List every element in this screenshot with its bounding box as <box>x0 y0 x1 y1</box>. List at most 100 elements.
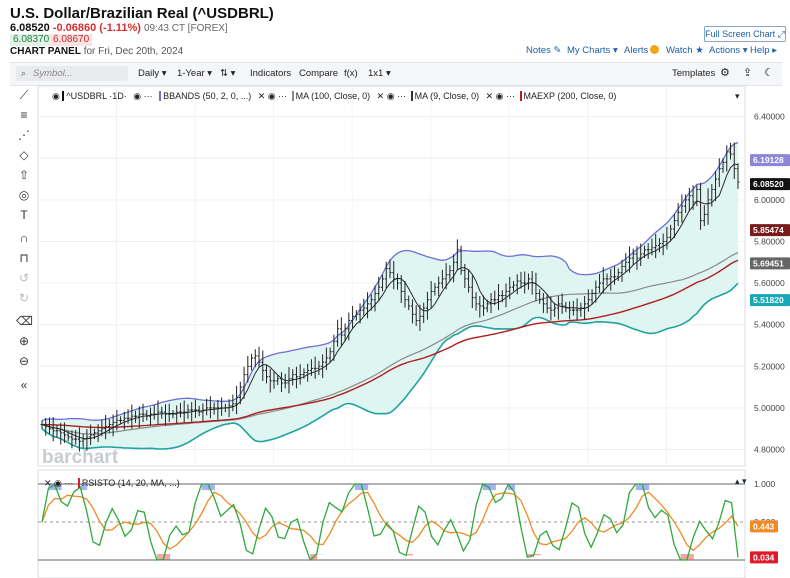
gear-icon[interactable]: ⚙ <box>720 67 730 79</box>
help-link[interactable]: Help ▸ <box>750 45 777 56</box>
shape-icon[interactable]: ◇ <box>19 148 29 162</box>
rsi-oversold-fill <box>405 553 413 556</box>
last-price: 6.08520 <box>10 22 50 34</box>
price-badge-label: 6.08520 <box>753 179 784 189</box>
rsi-overbought-fill <box>201 484 209 491</box>
rsi-overbought-fill <box>635 484 643 491</box>
fullscreen-button[interactable]: Full Screen Chart ⤢ <box>704 26 786 42</box>
target-icon[interactable]: ◎ <box>18 188 30 202</box>
actions-link[interactable]: Actions ▾ <box>709 45 748 56</box>
legend-ma9[interactable]: MA (9, Close, 0) <box>410 91 480 101</box>
rsi-overbought-fill <box>54 484 62 491</box>
y-tick-label: 6.40000 <box>754 112 785 122</box>
layout-label: 1x1 <box>368 68 384 79</box>
trash-icon[interactable]: ⌫ <box>16 314 33 328</box>
legend-collapse-icon[interactable]: ▾ <box>735 91 740 101</box>
rsi-badge <box>750 551 778 564</box>
compare-button[interactable]: Compare <box>299 68 339 79</box>
alerts-link[interactable]: Alerts <box>624 45 660 56</box>
dark-mode-icon[interactable]: ☾ <box>764 67 774 79</box>
symbol-search-input[interactable]: Symbol... <box>16 66 128 81</box>
chevron-down-icon: ▾ <box>742 45 748 56</box>
rsi-overbought-fill <box>354 484 362 491</box>
lock-icon[interactable]: ⊓ <box>19 251 29 265</box>
legend-bbands[interactable]: BBANDS (50, 2, 0, ...) <box>159 91 252 101</box>
zoom-in-icon[interactable]: ⊕ <box>18 334 30 348</box>
bband-lower-line <box>41 282 739 450</box>
chart-toolbar: Symbol... ⌕ Daily ▾ 1-Year ▾ ⇅ ▾ Indicat… <box>10 62 782 86</box>
notes-label: Notes <box>526 45 551 56</box>
y-tick-label: 5.60000 <box>754 278 785 288</box>
close-icon[interactable]: ✕ ◉ ··· <box>485 91 516 101</box>
magnet-icon[interactable]: ∩ <box>19 231 29 245</box>
candles <box>40 142 740 452</box>
trendline-icon[interactable]: ⟋ <box>19 88 29 102</box>
chart-panel-label: CHART PANEL for Fri, Dec 20th, 2024 <box>10 46 183 57</box>
collapse-icon[interactable]: « <box>20 378 28 392</box>
range-label: 1-Year <box>177 68 205 79</box>
ask-price: 6.08670 <box>50 34 93 46</box>
notes-icon: ✎ <box>553 45 562 56</box>
legend-rsisto[interactable]: RSISTO (14, 20, MA, ...) <box>77 478 180 488</box>
price-badge-label: 6.19128 <box>753 155 784 165</box>
charts-icon: ▾ <box>612 45 618 56</box>
price-badge <box>750 154 790 167</box>
rsi-overbought-fill <box>482 484 490 491</box>
close-icon[interactable]: ✕ ◉ ··· <box>376 91 407 101</box>
indicators-button[interactable]: Indicators <box>250 68 292 79</box>
watch-label: Watch <box>666 45 693 56</box>
actions-label: Actions <box>709 45 741 56</box>
zoom-out-icon[interactable]: ⊖ <box>18 354 30 368</box>
rsi-tick-label: 1.000 <box>754 479 776 489</box>
help-icon: ▸ <box>772 45 777 56</box>
legend-main[interactable]: ^USDBRL ·1D· <box>62 91 127 101</box>
redo-icon[interactable]: ↻ <box>18 291 30 305</box>
legend-maexp[interactable]: MAEXP (200, Close, 0) <box>519 91 617 101</box>
arrow-icon[interactable]: ⇧ <box>18 168 30 182</box>
rsi-oversold-fill <box>533 553 541 556</box>
watch-link[interactable]: Watch ★ <box>666 45 704 56</box>
legend-ma100[interactable]: MA (100, Close, 0) <box>291 91 371 101</box>
interval-dropdown[interactable]: Daily ▾ <box>138 68 167 79</box>
price-badge <box>750 294 790 307</box>
star-icon: ★ <box>695 45 704 56</box>
undo-icon[interactable]: ↺ <box>18 271 30 285</box>
y-tick-label: 5.80000 <box>754 236 785 246</box>
channel-icon[interactable]: ⋰ <box>18 128 30 142</box>
price-badge <box>750 178 790 191</box>
eye-icon[interactable]: ◉ <box>52 91 60 101</box>
watermark: barchart <box>42 447 119 468</box>
share-icon[interactable]: ⇪ <box>743 67 753 79</box>
close-icon[interactable]: ✕ ◉ ··· <box>44 478 74 488</box>
price-badges: 6.19128 6.08520 5.85474 5.69451 5.51820 <box>750 154 790 307</box>
alert-icon <box>650 45 660 54</box>
layout-dropdown[interactable]: 1x1 ▾ <box>368 68 391 79</box>
fx-button[interactable]: f(x) <box>344 68 358 79</box>
maexp-line <box>42 259 739 429</box>
rsi-slow-line <box>41 491 739 552</box>
rsi-oversold-fill <box>680 553 688 560</box>
notes-link[interactable]: Notes ✎ <box>526 45 561 56</box>
panel-date: for Fri, Dec 20th, 2024 <box>83 46 184 57</box>
fib-icon[interactable]: ≡ <box>20 108 28 122</box>
legend-row: ◉ ^USDBRL ·1D· ◉ ··· BBANDS (50, 2, 0, .… <box>52 91 617 102</box>
my-charts-link[interactable]: My Charts ▾ <box>567 45 618 56</box>
templates-button[interactable]: Templates <box>672 68 716 79</box>
range-dropdown[interactable]: 1-Year ▾ <box>177 68 213 79</box>
price-badge-label: 5.69451 <box>753 258 784 268</box>
rsi-badge-label: 0.443 <box>753 521 775 531</box>
y-tick-label: 5.00000 <box>754 403 785 413</box>
close-icon[interactable]: ✕ ◉ ··· <box>257 91 288 101</box>
text-icon[interactable]: T <box>20 208 28 222</box>
bid-price: 6.08370 <box>10 34 53 46</box>
rsi-overbought-fill <box>642 484 650 491</box>
search-icon: ⌕ <box>21 68 27 78</box>
rsi-menu-icon[interactable]: ▴ ▾ <box>735 476 747 486</box>
price-time: 09:43 CT [FOREX] <box>143 23 228 34</box>
price-badge <box>750 224 790 237</box>
rsi-badge <box>750 520 778 533</box>
chart-type-icon[interactable]: ⇅ ▾ <box>220 68 236 79</box>
eye-icon[interactable]: ◉ ··· <box>133 91 153 101</box>
